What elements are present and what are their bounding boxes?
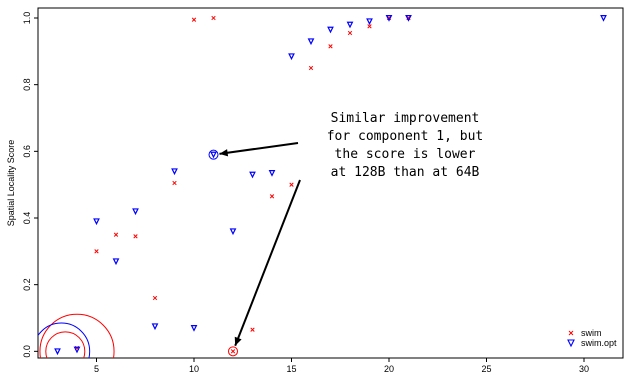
- highlight-ring: [228, 346, 238, 357]
- highlight-circle: [45, 331, 86, 358]
- x-tick-label: 15: [286, 364, 296, 374]
- annotation-text: Similar improvement for component 1, but t…: [327, 111, 484, 180]
- x-tick-label: 25: [481, 364, 491, 374]
- legend-swatch-swim: [568, 330, 574, 336]
- x-tick-label: 10: [189, 364, 199, 374]
- point-swim-opt: [229, 228, 237, 236]
- point-swim-opt: [327, 26, 334, 34]
- y-axis: 0.0 0.2 0.4 0.6 0.8 1.0: [22, 12, 38, 358]
- point-swim: [94, 249, 99, 254]
- point-swim: [191, 17, 197, 22]
- point-swim-opt: [112, 258, 120, 266]
- annotation-line: for component 1, but: [327, 129, 484, 144]
- point-swim: [113, 232, 119, 237]
- highlight-ring: [208, 149, 219, 160]
- point-swim-opt: [73, 346, 81, 354]
- point-swim-opt: [151, 323, 159, 331]
- data-points: [54, 15, 607, 356]
- point-swim-opt: [405, 15, 412, 22]
- point-swim: [230, 349, 236, 354]
- point-swim: [172, 180, 177, 186]
- y-tick-label: 0.2: [22, 278, 32, 291]
- x-tick-label: 20: [384, 364, 394, 374]
- highlight-circles: [38, 313, 115, 358]
- point-swim-opt: [385, 15, 393, 22]
- point-swim: [250, 327, 255, 332]
- legend-label: swim.opt: [581, 338, 617, 348]
- legend-swatch-swim-opt: [567, 339, 575, 348]
- point-swim-opt: [307, 38, 315, 46]
- point-swim-opt: [288, 53, 295, 61]
- annotation-arrow: [234, 179, 301, 347]
- point-swim-opt: [132, 208, 139, 216]
- point-swim-opt: [93, 218, 100, 226]
- annotation-line: Similar improvement: [331, 111, 480, 126]
- highlight-circle: [39, 313, 115, 358]
- legend-label: swim: [581, 328, 602, 338]
- point-swim: [152, 295, 158, 301]
- point-swim-opt: [171, 168, 178, 176]
- x-axis: 5 10 15 20 25 30: [94, 358, 589, 374]
- point-swim: [308, 65, 314, 71]
- point-swim: [133, 234, 138, 239]
- x-tick-label: 30: [579, 364, 589, 374]
- point-swim-opt: [54, 348, 61, 356]
- point-swim-opt: [210, 151, 217, 159]
- annotation-line: at 128B than at 64B: [331, 165, 480, 180]
- point-swim-opt: [366, 18, 373, 26]
- point-swim: [211, 15, 216, 21]
- highlight-rings: [208, 149, 238, 357]
- arrow-head: [234, 336, 242, 346]
- point-swim: [269, 194, 275, 199]
- y-tick-label: 0.0: [22, 345, 32, 358]
- point-swim-opt: [249, 171, 256, 179]
- x-tick-label: 5: [94, 364, 99, 374]
- point-swim-opt: [190, 325, 198, 332]
- y-tick-label: 0.8: [22, 78, 32, 91]
- point-swim: [289, 182, 294, 187]
- y-tick-label: 1.0: [22, 12, 32, 25]
- highlight-circle: [38, 322, 91, 358]
- point-swim-opt: [268, 170, 276, 177]
- y-tick-label: 0.4: [22, 212, 32, 225]
- annotation-line: the score is lower: [335, 147, 476, 162]
- arrow-head: [219, 149, 229, 157]
- point-swim-opt: [600, 15, 607, 22]
- y-axis-title: Spatial Locality Score: [6, 140, 16, 227]
- point-swim: [347, 30, 353, 36]
- point-swim: [328, 44, 333, 49]
- annotation-arrow: [219, 142, 299, 155]
- annotation-arrows: [219, 142, 301, 347]
- plot-frame: [37, 7, 624, 359]
- y-tick-label: 0.6: [22, 145, 32, 158]
- point-swim-opt: [346, 21, 354, 29]
- point-swim: [367, 24, 372, 29]
